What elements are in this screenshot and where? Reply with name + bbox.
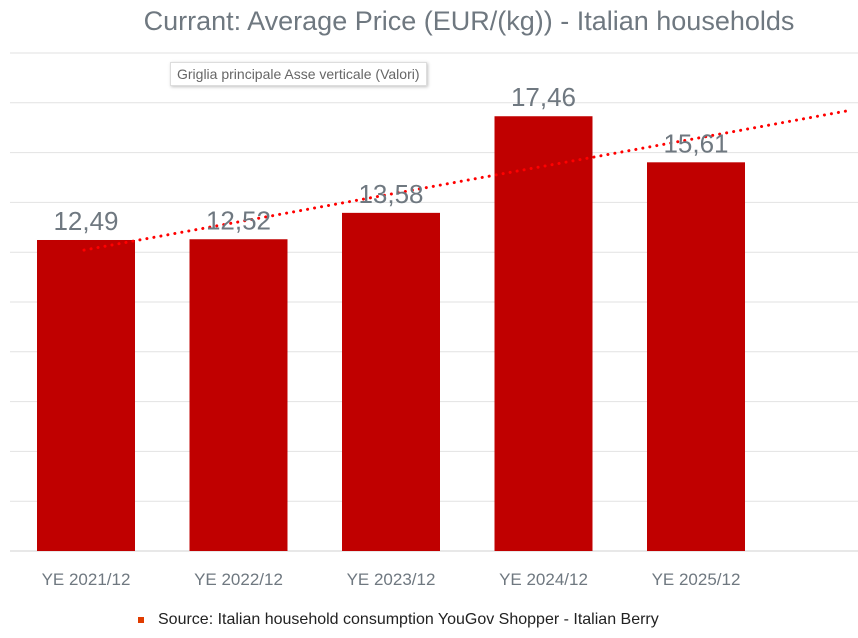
bar: [494, 116, 593, 551]
data-label: 17,46: [511, 82, 576, 112]
bar: [189, 239, 288, 551]
bar: [37, 239, 135, 551]
legend-label: Source: Italian household consumption Yo…: [158, 611, 659, 628]
bar: [647, 162, 745, 551]
x-tick-label: YE 2023/12: [347, 570, 436, 589]
data-label: 13,58: [358, 179, 423, 209]
x-tick-label: YE 2021/12: [42, 570, 131, 589]
x-tick-label: YE 2022/12: [194, 570, 283, 589]
chart-title: Currant: Average Price (EUR/(kg)) - Ital…: [143, 6, 795, 36]
x-tick-label: YE 2024/12: [499, 570, 588, 589]
legend-marker: [138, 617, 144, 623]
trendline: [82, 108, 852, 252]
bar-chart: 12,49 YE 2021/12 12,52 YE 2022/12 13,58 YE 20…: [10, 52, 858, 589]
data-label: 12,52: [206, 205, 271, 235]
data-label: 12,49: [53, 206, 118, 236]
x-tick-label: YE 2025/12: [652, 570, 741, 589]
legend: Source: Italian household consumption Yo…: [138, 611, 659, 629]
bar: [342, 212, 440, 551]
tooltip: Griglia principale Asse verticale (Valor…: [170, 62, 427, 86]
data-label: 15,61: [663, 128, 728, 158]
